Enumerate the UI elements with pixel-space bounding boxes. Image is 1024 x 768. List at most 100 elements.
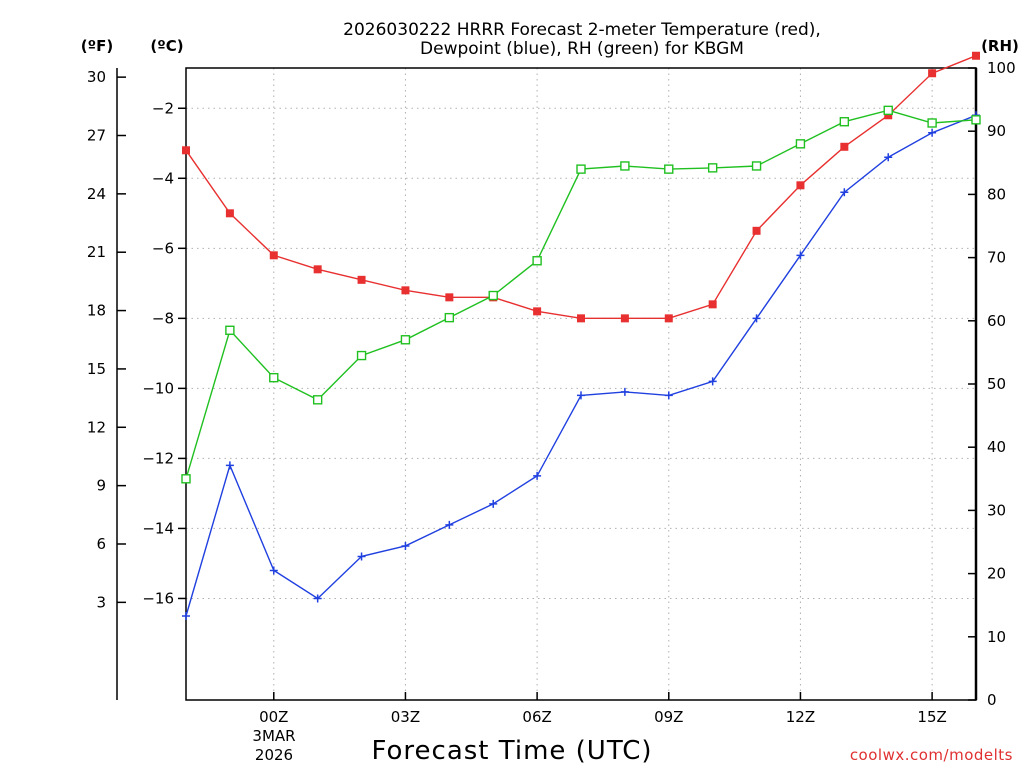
rh-data-point — [400, 335, 411, 345]
rh-data-point — [225, 325, 235, 335]
rh-tick-label: 70 — [987, 249, 1006, 267]
fahrenheit-tick-label: 3 — [96, 593, 106, 611]
dewpoint-data-point — [313, 594, 322, 603]
celsius-tick-labels: −2 −4 −6 −8 −10 −12 −14 −16 — [142, 99, 186, 607]
fahrenheit-tick-label: 15 — [87, 360, 106, 378]
rh-unit-label: (RH) — [981, 37, 1019, 55]
temperature-data-point — [225, 209, 234, 218]
x-tick-label: 12Z — [786, 708, 815, 726]
rh-tick-label: 80 — [987, 185, 1006, 203]
dewpoint-data-point — [928, 128, 937, 137]
fahrenheit-tick-label: 21 — [87, 243, 106, 261]
temperature-data-point — [533, 307, 542, 316]
x-tick-label: 03Z — [391, 708, 420, 726]
fahrenheit-tick-label: 6 — [96, 535, 106, 553]
celsius-tick-label: −8 — [152, 309, 174, 327]
rh-data-point — [488, 290, 498, 301]
grid-lines — [186, 68, 976, 700]
dewpoint-data-point — [401, 541, 410, 550]
date-label-month: 3MAR — [252, 727, 295, 745]
rh-data-point — [181, 474, 191, 484]
dewpoint-data-point — [269, 566, 278, 575]
temperature-data-point — [445, 293, 454, 302]
celsius-tick-label: −12 — [142, 449, 174, 467]
temperature-data-point — [840, 142, 849, 151]
rh-data-point — [883, 105, 893, 116]
x-tick-label: 09Z — [654, 708, 683, 726]
rh-data-point — [707, 163, 718, 173]
rh-tick-label: 0 — [987, 691, 997, 709]
rh-tick-label: 90 — [987, 122, 1006, 140]
rh-tick-label: 20 — [987, 565, 1006, 583]
dewpoint-data-point — [884, 153, 893, 162]
celsius-tick-label: −16 — [142, 589, 174, 607]
dewpoint-data-point — [664, 391, 673, 400]
dewpoint-data-point — [840, 188, 849, 197]
dewpoint-data-point — [708, 377, 717, 386]
fahrenheit-tick-label: 24 — [87, 185, 106, 203]
x-tick-labels: 00Z 03Z 06Z 09Z 12Z 15Z — [259, 692, 947, 726]
temperature-data-point — [928, 69, 937, 78]
dewpoint-data-point — [533, 471, 542, 480]
x-tick-label: 15Z — [917, 708, 946, 726]
dewpoint-series-line — [185, 114, 977, 617]
rh-data-point — [795, 139, 806, 149]
celsius-unit-label: (ºC) — [150, 37, 183, 55]
temperature-data-point — [620, 314, 629, 323]
fahrenheit-tick-labels: 30 27 24 21 18 15 12 9 6 3 — [87, 68, 126, 611]
x-axis-title: Forecast Time (UTC) — [371, 736, 652, 766]
temperature-data-point — [182, 146, 190, 155]
fahrenheit-tick-label: 12 — [87, 418, 106, 436]
rh-data-point — [620, 161, 630, 171]
temperature-data-point — [313, 265, 322, 274]
temperature-data-point — [752, 226, 761, 235]
temperature-data-point — [577, 314, 585, 323]
dewpoint-data-point — [225, 461, 234, 470]
dewpoint-data-point — [796, 251, 805, 260]
rh-data-point — [576, 164, 586, 174]
celsius-tick-label: −2 — [152, 99, 174, 117]
celsius-tick-label: −14 — [142, 519, 174, 537]
temperature-data-point — [357, 275, 366, 284]
credit-text: coolwx.com/modelts — [850, 746, 1013, 764]
dewpoint-data-point — [577, 391, 585, 400]
temperature-data-point — [796, 181, 805, 190]
rh-data-point — [312, 395, 323, 405]
dewpoint-data-point — [620, 387, 629, 396]
celsius-tick-label: −6 — [152, 239, 174, 257]
rh-tick-label: 50 — [987, 375, 1006, 393]
dewpoint-data-point — [489, 499, 498, 508]
dewpoint-data-point — [182, 611, 190, 620]
dewpoint-data-point — [445, 520, 454, 529]
temperature-data-point — [401, 286, 410, 295]
plot-frame — [185, 67, 977, 701]
temperature-series-line — [185, 55, 977, 319]
fahrenheit-tick-label: 27 — [87, 126, 106, 144]
rh-data-point — [971, 115, 981, 125]
rh-data-point — [751, 161, 762, 171]
temperature-data-point — [884, 111, 893, 120]
rh-data-point — [269, 372, 279, 383]
rh-tick-label: 60 — [987, 312, 1006, 330]
dewpoint-data-point — [752, 314, 761, 323]
temperature-data-point — [708, 300, 717, 309]
fahrenheit-unit-label: (ºF) — [81, 37, 113, 55]
rh-data-point — [664, 164, 674, 174]
rh-data-point — [356, 350, 367, 361]
rh-data-point — [927, 118, 937, 128]
fahrenheit-tick-label: 30 — [87, 68, 106, 86]
x-tick-label: 00Z — [259, 708, 288, 726]
celsius-tick-label: −4 — [152, 169, 174, 187]
rh-data-point — [444, 312, 455, 323]
temperature-data-point — [269, 251, 278, 260]
fahrenheit-tick-label: 9 — [96, 477, 106, 495]
chart-title-line-1: 2026030222 HRRR Forecast 2-meter Tempera… — [343, 20, 821, 40]
date-label-year: 2026 — [255, 746, 293, 764]
rh-tick-label: 100 — [987, 59, 1016, 77]
celsius-tick-label: −10 — [142, 379, 174, 397]
rh-tick-label: 10 — [987, 628, 1006, 646]
series-layer — [181, 51, 981, 620]
fahrenheit-tick-label: 18 — [87, 302, 106, 320]
